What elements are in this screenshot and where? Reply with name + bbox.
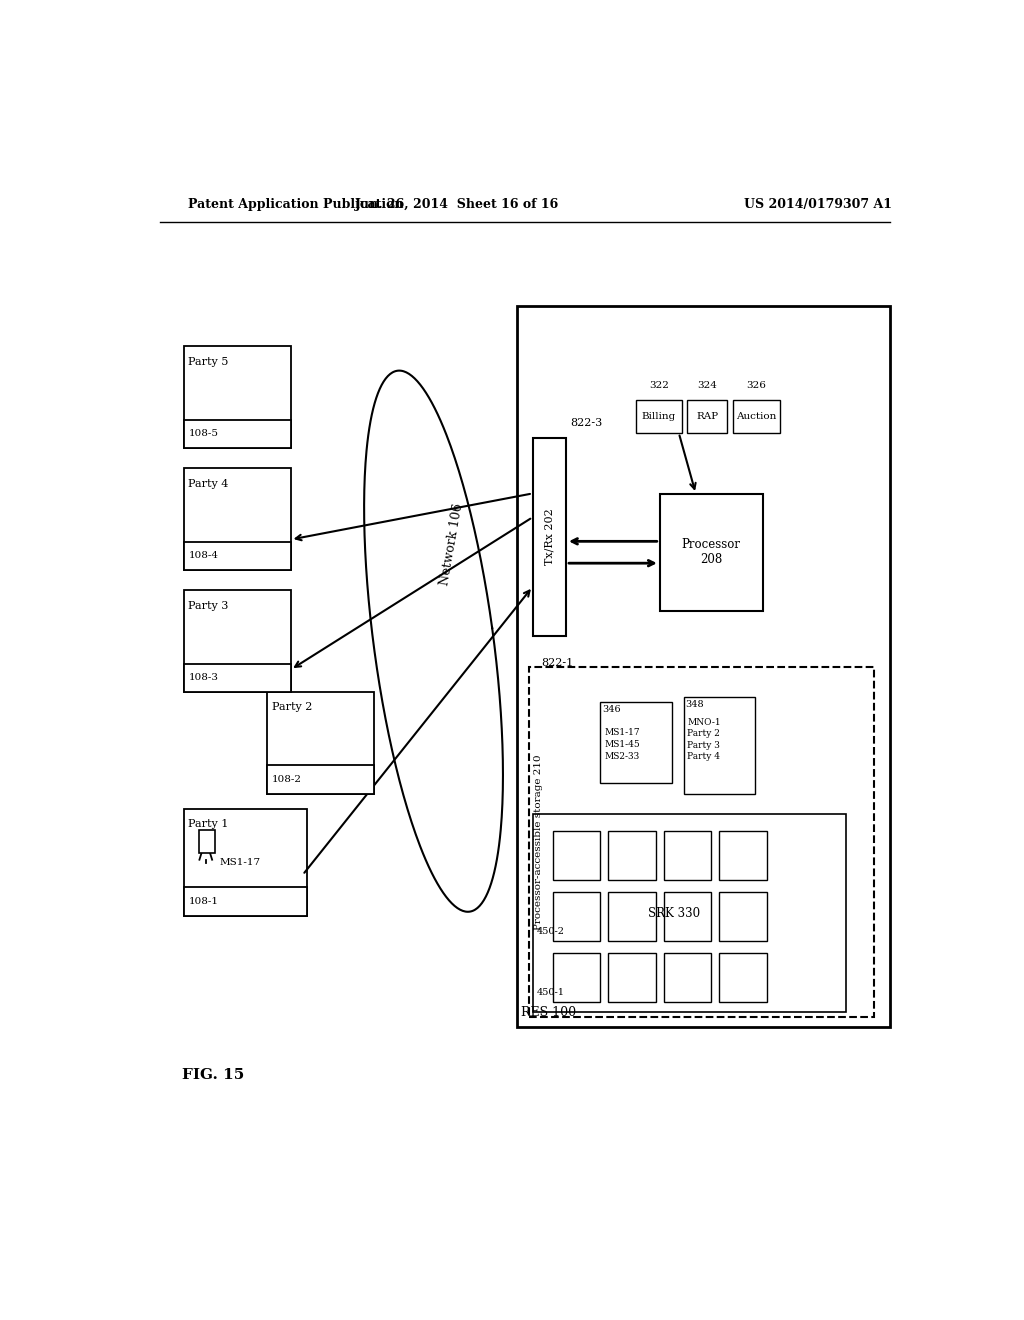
FancyBboxPatch shape [608,892,655,941]
FancyBboxPatch shape [528,667,873,1018]
FancyBboxPatch shape [608,953,655,1002]
Text: Billing: Billing [642,412,676,421]
Text: 108-4: 108-4 [188,552,218,560]
FancyBboxPatch shape [183,541,291,570]
FancyBboxPatch shape [183,346,291,447]
FancyBboxPatch shape [684,697,755,793]
FancyBboxPatch shape [183,664,291,692]
Text: 346: 346 [602,705,621,714]
FancyBboxPatch shape [600,702,672,784]
Text: Processor-accessible storage 210: Processor-accessible storage 210 [534,754,543,929]
FancyBboxPatch shape [553,892,600,941]
FancyBboxPatch shape [532,438,566,636]
Text: Party 3: Party 3 [188,601,228,611]
FancyBboxPatch shape [183,887,306,916]
FancyBboxPatch shape [687,400,727,433]
Text: 108-1: 108-1 [188,896,218,906]
FancyBboxPatch shape [200,830,215,853]
FancyBboxPatch shape [664,892,712,941]
Text: Party 4: Party 4 [188,479,228,488]
FancyBboxPatch shape [553,953,600,1002]
Text: 450-1: 450-1 [537,987,564,997]
FancyBboxPatch shape [719,892,767,941]
FancyBboxPatch shape [267,766,374,793]
FancyBboxPatch shape [517,306,890,1027]
FancyBboxPatch shape [659,494,763,611]
FancyBboxPatch shape [608,832,655,880]
Text: MNO-1
Party 2
Party 3
Party 4: MNO-1 Party 2 Party 3 Party 4 [687,718,721,760]
Text: 322: 322 [649,381,669,391]
Text: FIG. 15: FIG. 15 [182,1068,244,1082]
Text: MS1-17
MS1-45
MS2-33: MS1-17 MS1-45 MS2-33 [604,729,640,760]
FancyBboxPatch shape [733,400,780,433]
Text: 326: 326 [746,381,767,391]
Text: Tx/Rx 202: Tx/Rx 202 [545,508,554,565]
FancyBboxPatch shape [664,832,712,880]
FancyBboxPatch shape [719,953,767,1002]
Text: SRK 330: SRK 330 [647,907,699,920]
Text: RAP: RAP [696,412,719,421]
Text: Jun. 26, 2014  Sheet 16 of 16: Jun. 26, 2014 Sheet 16 of 16 [355,198,559,211]
FancyBboxPatch shape [267,692,374,793]
FancyBboxPatch shape [183,469,291,570]
Text: 822-3: 822-3 [570,417,602,428]
Text: MS1-17: MS1-17 [219,858,260,867]
Text: Party 2: Party 2 [271,702,312,713]
FancyBboxPatch shape [553,832,600,880]
FancyBboxPatch shape [719,832,767,880]
FancyBboxPatch shape [532,814,846,1012]
Text: 822-1: 822-1 [542,659,573,668]
Text: 108-5: 108-5 [188,429,218,438]
Text: Auction: Auction [736,412,777,421]
Polygon shape [365,371,503,912]
Text: 108-3: 108-3 [188,673,218,682]
Text: 450-2: 450-2 [537,927,564,936]
FancyBboxPatch shape [183,590,291,692]
Text: Party 1: Party 1 [188,818,228,829]
Text: Patent Application Publication: Patent Application Publication [187,198,403,211]
Text: 108-2: 108-2 [271,775,302,784]
Text: Network 106: Network 106 [438,503,466,587]
FancyBboxPatch shape [183,420,291,447]
Text: 348: 348 [685,700,703,709]
FancyBboxPatch shape [636,400,682,433]
Text: Processor
208: Processor 208 [682,539,740,566]
Text: 324: 324 [697,381,717,391]
FancyBboxPatch shape [183,809,306,916]
FancyBboxPatch shape [664,953,712,1002]
Text: RES 100: RES 100 [521,1006,575,1019]
Text: US 2014/0179307 A1: US 2014/0179307 A1 [744,198,893,211]
Text: Party 5: Party 5 [188,356,228,367]
